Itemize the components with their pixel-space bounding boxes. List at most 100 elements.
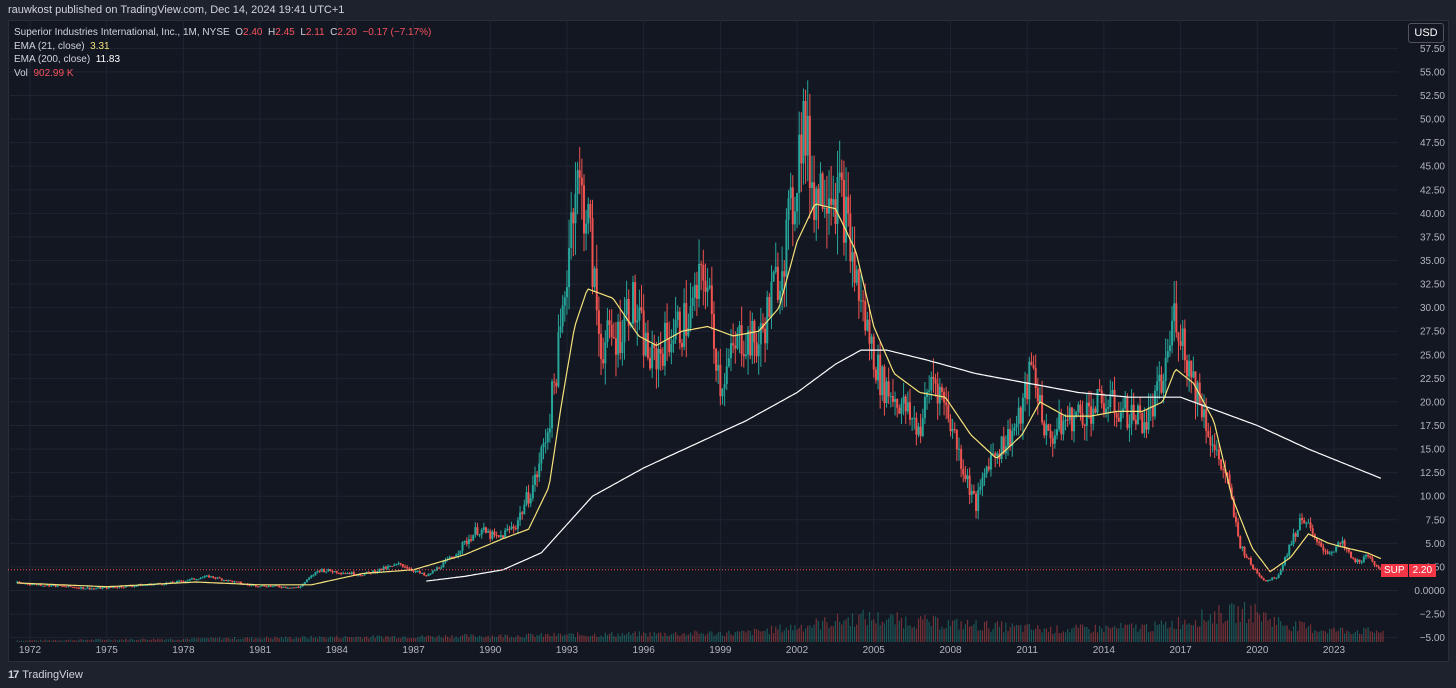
open-label: O <box>235 27 244 38</box>
candle-body <box>804 101 807 156</box>
ema21-line <box>17 203 1382 588</box>
candle-body <box>41 585 44 587</box>
volume-bar <box>1269 618 1271 642</box>
volume-bar <box>253 639 255 642</box>
volume-bar <box>361 638 363 642</box>
candle-body <box>559 326 562 333</box>
candle-body <box>312 575 315 577</box>
volume-bar <box>1122 627 1124 642</box>
x-tick-label: 1990 <box>479 645 502 656</box>
y-tick-label: 42.50 <box>1420 185 1445 196</box>
volume-bar <box>768 634 770 642</box>
candle-body <box>497 535 500 537</box>
volume-bar <box>847 617 849 642</box>
candle-body <box>286 587 289 589</box>
volume-bar <box>155 639 157 642</box>
candle-body <box>325 571 328 573</box>
candle-body <box>617 321 620 355</box>
candle-body <box>947 404 950 419</box>
volume-bar <box>809 625 811 642</box>
volume-bar <box>146 639 148 642</box>
volume-bar <box>815 618 817 642</box>
tradingview-logo[interactable]: 17 TradingView <box>8 669 83 681</box>
candle-body <box>1058 413 1061 430</box>
volume-bar <box>33 640 35 642</box>
candle-body <box>386 566 389 569</box>
candle-body <box>1122 408 1125 413</box>
volume-bar <box>647 636 649 642</box>
volume-bar <box>268 638 270 642</box>
volume-bar <box>478 635 481 642</box>
volume-bar <box>800 624 802 642</box>
volume-bar <box>1009 627 1011 642</box>
volume-bar <box>685 635 687 642</box>
candle-body <box>382 566 385 571</box>
volume-bar <box>1199 626 1201 642</box>
candle-body <box>239 581 242 584</box>
volume-bar <box>1324 631 1327 642</box>
candle-body <box>1207 430 1210 437</box>
volume-bar <box>1346 630 1348 642</box>
volume-bar <box>583 635 585 642</box>
candle-body <box>921 418 924 436</box>
volume-bar <box>751 635 753 642</box>
volume-bar <box>702 633 704 642</box>
volume-bar <box>387 636 389 642</box>
candle-body <box>708 285 711 288</box>
volume-bar <box>1094 624 1096 642</box>
candle-body <box>299 586 302 588</box>
volume-bar <box>1192 625 1194 642</box>
volume-bar <box>728 630 730 642</box>
volume-bar <box>1141 624 1143 642</box>
volume-bar <box>920 615 922 642</box>
candle-body <box>557 332 560 387</box>
candle-body <box>124 585 127 588</box>
candle-body <box>1021 397 1024 424</box>
volume-bar <box>374 638 376 642</box>
ema200-row[interactable]: EMA (200, close) 11.83 <box>14 53 431 67</box>
candle-body <box>896 399 899 408</box>
volume-bar <box>1079 624 1082 642</box>
volume-bar <box>724 636 726 642</box>
volume-bar <box>421 634 423 642</box>
candle-body <box>1305 523 1308 525</box>
candle-body <box>930 376 933 391</box>
volume-bar <box>621 633 623 642</box>
candle-body <box>1254 568 1257 570</box>
candle-body <box>595 268 598 311</box>
volume-bar <box>319 636 321 642</box>
volume-bar <box>276 637 278 642</box>
candle-body <box>593 268 596 288</box>
currency-button[interactable]: USD <box>1408 23 1444 43</box>
candle-body <box>1190 360 1193 378</box>
volume-bar <box>885 619 888 642</box>
candle-body <box>555 382 558 387</box>
candle-body <box>938 386 941 404</box>
volume-bar <box>432 636 434 642</box>
volume-bar <box>613 635 615 642</box>
price-chart[interactable]: 57.50 55.00 52.50 50.00 47.50 45.00 42.50 40.00… <box>8 20 1449 662</box>
volume-bar <box>1137 631 1139 642</box>
volume-row[interactable]: Vol 902.99 K <box>14 67 431 81</box>
candle-body <box>1256 569 1259 574</box>
y-tick-label: 0.0000 <box>1414 586 1445 597</box>
candle-body <box>310 575 313 578</box>
volume-bar <box>1273 616 1275 642</box>
x-tick-label: 2005 <box>863 645 886 656</box>
candle-body <box>374 570 377 573</box>
volume-bar <box>1013 626 1015 642</box>
volume-bar <box>52 640 55 642</box>
volume-bar <box>670 634 672 642</box>
candle-body <box>122 587 125 589</box>
candle-body <box>702 264 705 281</box>
candle-body <box>723 383 726 389</box>
ema21-row[interactable]: EMA (21, close) 3.31 <box>14 40 431 54</box>
volume-bar <box>594 633 596 642</box>
candle-body <box>335 571 338 573</box>
volume-bar <box>1222 623 1224 642</box>
volume-bar <box>679 636 681 642</box>
candle-body <box>435 567 438 571</box>
candle-body <box>502 535 505 538</box>
volume-bar <box>1007 631 1009 642</box>
candle-body <box>1226 472 1229 475</box>
